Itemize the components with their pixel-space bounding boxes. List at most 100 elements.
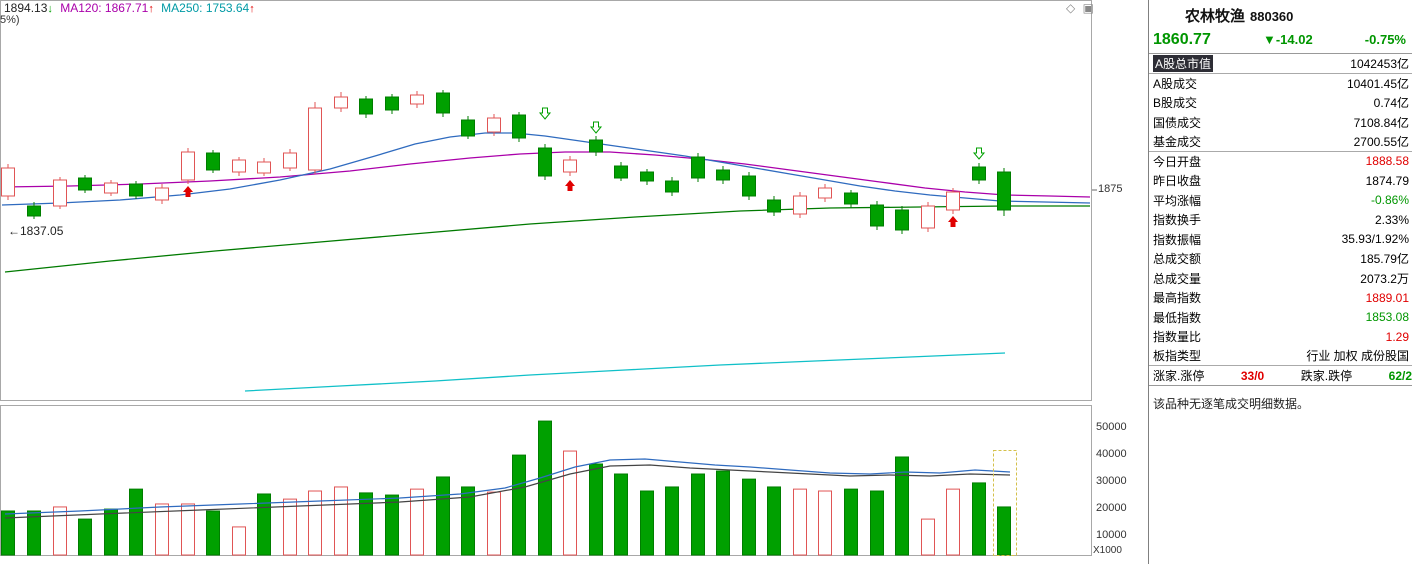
diamond-icon[interactable]: ◇ [1066,1,1076,15]
stat-row-4: 基金成交 2700.55亿 [1149,132,1412,152]
ma-label-wrapped-text: 5%) [0,14,20,26]
volume-ma-line-0 [4,458,1011,515]
volume-bar [870,490,884,556]
advancers-label: 涨家.涨停 [1153,369,1205,383]
volume-bar [359,492,373,556]
candle-body [640,171,654,182]
stat-value: 1853.08 [1365,310,1409,325]
volume-bar [895,456,909,556]
stat-label: 指数振幅 [1153,232,1202,247]
candle-body [742,175,756,197]
candle-body [232,159,246,173]
volume-bar [512,454,526,556]
ma-value-1: 1894.13↓ [4,1,53,15]
candle-body [257,161,271,174]
volume-bar [844,488,858,556]
stat-label: 最高指数 [1153,291,1202,306]
volume-bar [921,518,935,556]
volume-bar [53,506,67,556]
stat-value: 1.29 [1385,329,1409,344]
ma250-label: MA250: 1753.64↑ [161,1,255,15]
candle-body [206,152,220,171]
volume-bar [436,476,450,556]
candle-body [691,156,705,179]
volume-bar [308,490,322,556]
candle-body [793,195,807,215]
stat-row-13: 最低指数 1853.08 [1149,308,1412,328]
candle-body [359,98,373,115]
stat-label: 最低指数 [1153,310,1202,325]
ma-line-cyan [244,352,1006,392]
sell-arrow-icon [589,121,603,134]
stat-value: 1874.79 [1365,173,1409,188]
buy-arrow-icon [183,186,193,197]
candle-body [181,151,195,181]
candle-body [921,205,935,229]
price-change-percent: -0.75% [1364,32,1406,47]
down-arrow-icon: ↓ [47,3,53,15]
candle-body [1,167,15,197]
candle-body [283,152,297,169]
candle-body [972,166,986,181]
stat-value: 2700.55亿 [1353,134,1409,149]
candle-body [614,165,628,179]
volume-bar [538,420,552,556]
stat-row-6: 昨日收盘 1874.79 [1149,171,1412,191]
volume-bar [997,506,1011,556]
volume-axis-label: 50000 [1096,421,1127,433]
price-change: ▼-14.02 [1262,32,1313,47]
decliners-value: 62/2 [1388,368,1412,383]
candle-body [997,171,1011,211]
volume-bars[interactable] [1,420,1011,556]
price-row: 1860.77 ▼-14.02 -0.75% [1149,26,1412,54]
stat-value: 10401.45亿 [1346,76,1409,91]
stats-table: A股总市值 1042453亿 A股成交 10401.45亿 B股成交 0.74亿 国债成交 7… [1149,54,1412,366]
volume-bar [181,503,195,556]
stat-label: 基金成交 [1153,134,1202,149]
stat-value: 7108.84亿 [1353,115,1409,130]
candle-body [512,114,526,139]
volume-bar [155,503,169,556]
no-tick-data-note: 该品种无逐笔成交明细数据。 [1153,397,1310,411]
volume-axis-label: 20000 [1096,502,1127,514]
volume-bar [818,490,832,556]
volume-axis-label: 10000 [1096,529,1127,541]
stat-value: 0.74亿 [1373,96,1409,111]
candle-body [104,182,118,194]
candle-body [53,179,67,207]
candlesticks[interactable] [1,90,1011,234]
volume-bar [640,490,654,556]
stat-value: 2073.2万 [1360,271,1409,286]
volume-ma-line-1 [4,464,1011,519]
stock-name[interactable]: 农林牧渔 [1185,8,1246,25]
candle-body [155,187,169,201]
up-arrow-icon: ↑ [148,3,154,15]
volume-bar [410,488,424,556]
stat-row-1: A股成交 10401.45亿 [1149,74,1412,94]
candle-body [818,187,832,199]
kline-and-volume-chart[interactable] [0,0,1148,564]
stat-label: 总成交量 [1153,271,1202,286]
stat-label: 指数量比 [1153,330,1202,345]
window-icon[interactable]: ▣ [1082,1,1094,15]
ma120-label: MA120: 1867.71↑ [60,1,154,15]
stat-value: -0.86% [1370,193,1409,208]
stat-label: 板指类型 [1153,349,1202,364]
stat-row-12: 最高指数 1889.01 [1149,288,1412,308]
volume-bar [257,493,271,556]
candle-body [895,209,909,231]
stat-label: 指数换手 [1153,213,1202,228]
ma-indicator-row: 1894.13↓ MA120: 1867.71↑ MA250: 1753.64↑ [4,1,255,15]
stat-row-10: 总成交额 185.79亿 [1149,249,1412,269]
stat-row-15: 板指类型 行业 加权 成份股国 [1149,347,1412,366]
volume-bar [206,510,220,556]
candle-body [716,169,730,181]
volume-bar [614,473,628,556]
volume-bar [78,518,92,556]
volume-bar [283,498,297,556]
buy-arrow-icon [565,180,575,191]
stat-value: 行业 加权 成份股国 [1306,349,1409,364]
stat-label: B股成交 [1153,96,1198,111]
candle-body [563,159,577,173]
